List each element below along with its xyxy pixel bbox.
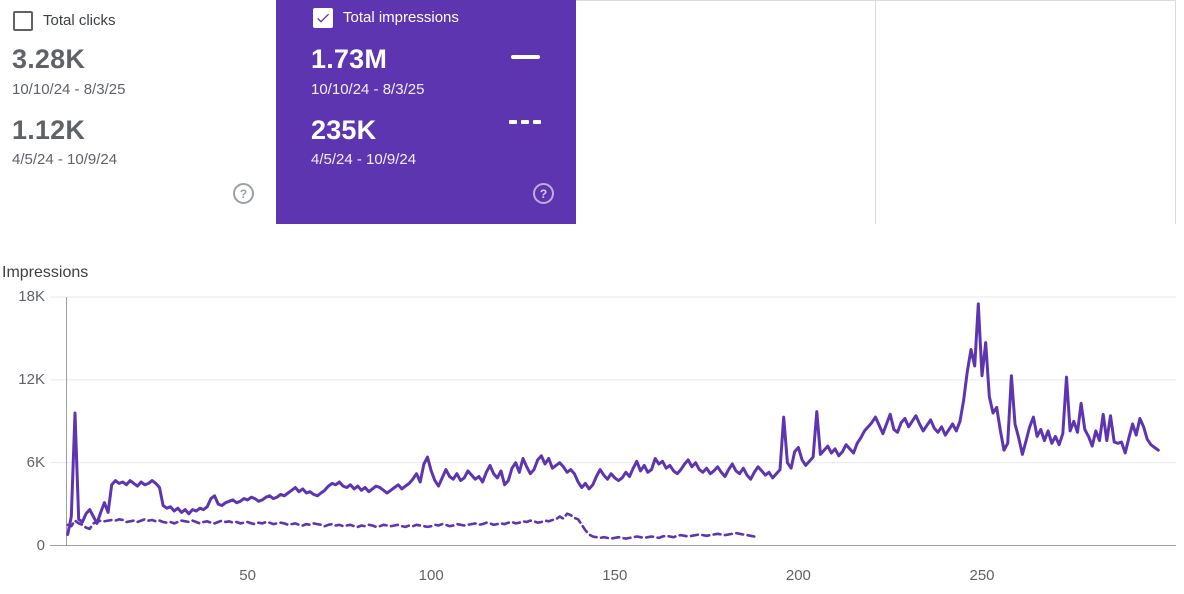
impressions-previous-range: 4/5/24 - 10/9/24 <box>311 151 417 168</box>
x-axis-tick-label: 150 <box>602 567 628 584</box>
clicks-previous-range: 4/5/24 - 10/9/24 <box>12 151 118 168</box>
impressions-current-range: 10/10/24 - 8/3/25 <box>311 81 425 98</box>
metric-cards-row: Total clicks 3.28K 10/10/24 - 8/3/25 1.1… <box>0 0 1176 224</box>
current-period-line-swatch <box>511 55 540 59</box>
total-clicks-card[interactable]: Total clicks 3.28K 10/10/24 - 8/3/25 1.1… <box>0 0 276 224</box>
total-impressions-card[interactable]: Total impressions 1.73M 10/10/24 - 8/3/2… <box>276 0 576 224</box>
y-axis-tick-label: 18K <box>18 288 45 305</box>
checkmark-icon <box>317 13 329 23</box>
total-clicks-label: Total clicks <box>43 12 116 29</box>
clicks-previous-value: 1.12K <box>12 115 86 145</box>
metric-card-empty-1[interactable] <box>576 0 875 224</box>
x-axis-tick-label: 200 <box>785 567 811 584</box>
impressions-current-value: 1.73M <box>311 44 388 74</box>
help-icon[interactable]: ? <box>533 183 554 204</box>
y-axis-tick-label: 0 <box>36 536 45 554</box>
total-impressions-label: Total impressions <box>343 9 459 26</box>
total-impressions-checkbox[interactable] <box>313 8 333 28</box>
y-axis-tick-label: 12K <box>18 370 45 388</box>
impressions-previous-value: 235K <box>311 115 377 145</box>
clicks-current-value: 3.28K <box>12 44 86 74</box>
x-axis-tick-label: 100 <box>418 567 444 584</box>
previous-period-line-swatch <box>509 120 541 124</box>
total-impressions-header: Total impressions <box>313 8 459 28</box>
chart-axis-title: Impressions <box>2 264 89 281</box>
total-clicks-header: Total clicks <box>13 11 116 31</box>
metric-card-empty-2[interactable] <box>875 0 1176 224</box>
help-icon[interactable]: ? <box>233 183 254 204</box>
x-axis-tick-label: 250 <box>969 567 995 584</box>
previous-period-line[interactable] <box>66 512 756 540</box>
clicks-current-range: 10/10/24 - 8/3/25 <box>12 81 126 98</box>
current-period-line[interactable] <box>66 302 1160 536</box>
total-clicks-checkbox[interactable] <box>13 11 33 31</box>
y-axis-tick-label: 6K <box>26 453 45 471</box>
x-axis-tick-label: 50 <box>239 567 256 584</box>
